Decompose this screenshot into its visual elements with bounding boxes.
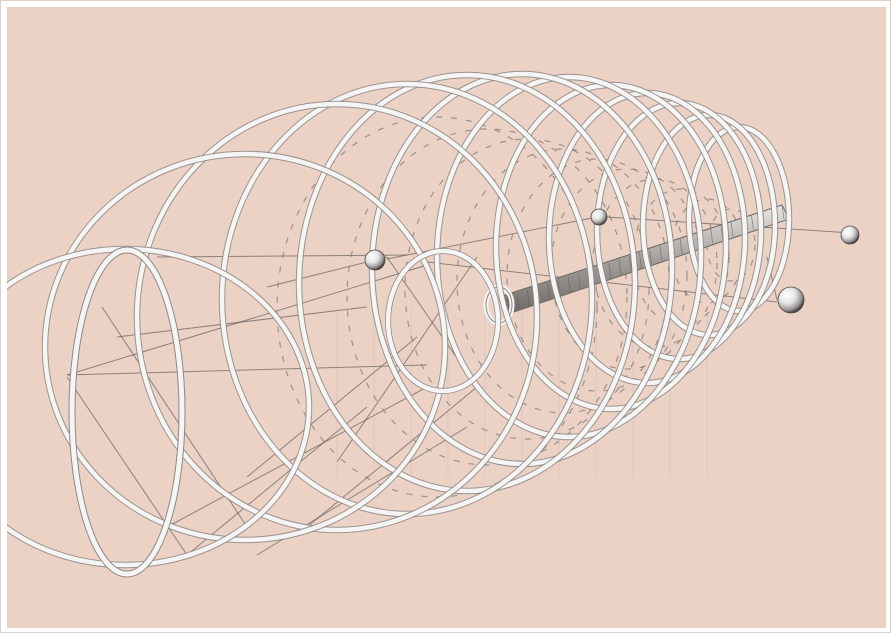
wireframe-tunnel-scene (7, 7, 886, 628)
front-hoop (69, 247, 185, 577)
hoop (134, 101, 540, 533)
hoop (42, 151, 448, 543)
core-tube-segment (516, 293, 520, 310)
sphere (590, 208, 608, 226)
core-tube-segment (730, 221, 734, 237)
core-tube-segment (781, 204, 785, 220)
core-tube-segment (649, 249, 652, 265)
core-tube-segment (751, 215, 754, 230)
core-tube-segment (547, 283, 551, 300)
tension-wire (306, 386, 478, 528)
core-tube-segment (506, 296, 510, 314)
core-tube-segment (679, 239, 683, 254)
sphere (840, 225, 860, 245)
sphere (777, 286, 805, 314)
core-tube-segment (618, 259, 622, 275)
core-tube-segment (628, 256, 632, 272)
tension-wire (116, 306, 368, 338)
large-hoops (7, 70, 793, 578)
tension-wire (66, 364, 428, 376)
inner-hoop (385, 248, 501, 394)
core-tube-segment (710, 228, 714, 244)
spheres (364, 208, 860, 314)
inner-ring (404, 138, 650, 440)
core-tube-segment (659, 245, 663, 261)
core-tube-segment (577, 273, 581, 289)
core-tube-segment (526, 290, 530, 307)
core-tube-segment (608, 262, 612, 279)
core-tube-segment (567, 276, 571, 293)
tension-wire (336, 256, 478, 463)
hoop (434, 74, 704, 440)
inner-ring (346, 128, 628, 466)
inner-ring (506, 158, 688, 392)
sphere (364, 249, 386, 271)
hoop (296, 72, 638, 494)
inner-ring (276, 116, 598, 498)
core-tube-segment (639, 252, 642, 268)
tension-wire (156, 254, 408, 258)
tension-wire (66, 264, 428, 376)
